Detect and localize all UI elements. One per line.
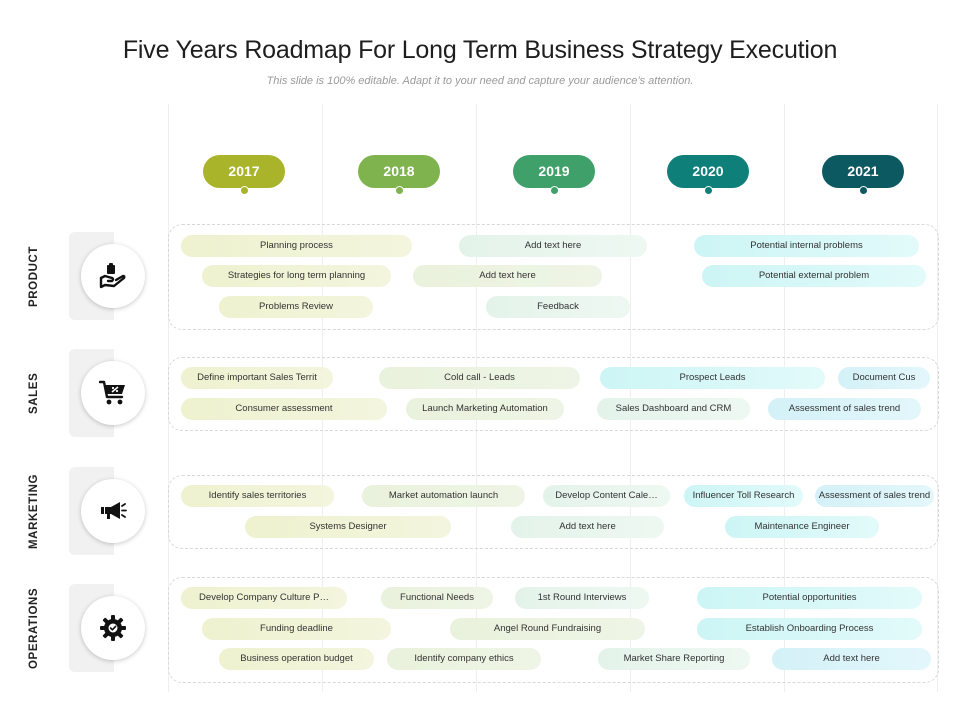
roadmap-item: Add text here [772,648,931,670]
roadmap-item: Strategies for long term planning [202,265,391,287]
roadmap-item: Potential opportunities [697,587,922,609]
roadmap-item: Business operation budget [219,648,374,670]
year-badge-2021: 2021 [822,155,904,188]
roadmap-item: 1st Round Interviews [515,587,649,609]
roadmap-item: Add text here [511,516,664,538]
roadmap-item: Launch Marketing Automation [406,398,564,420]
sales-group [168,357,939,431]
roadmap-item: Assessment of sales trend [815,485,934,507]
category-label-operations: OPERATIONS [28,587,40,669]
roadmap-item: Document Cus [838,367,930,389]
gear-icon [100,615,126,641]
roadmap-item: Identify company ethics [387,648,541,670]
page-title: Five Years Roadmap For Long Term Busines… [122,36,838,64]
operations-group [168,577,939,683]
roadmap-item: Maintenance Engineer [725,516,879,538]
roadmap-item: Add text here [459,235,647,257]
category-label-marketing: MARKETING [28,473,40,549]
year-marker-dot [859,186,868,195]
page-subtitle: This slide is 100% editable. Adapt it to… [266,75,694,87]
roadmap-item: Assessment of sales trend [768,398,921,420]
roadmap-item: Angel Round Fundraising [450,618,645,640]
marketing-group [168,475,939,549]
roadmap-item: Identify sales territories [181,485,334,507]
roadmap-item: Systems Designer [245,516,451,538]
operations-icon-circle [81,596,145,660]
roadmap-item: Problems Review [219,296,373,318]
category-label-sales: SALES [28,372,40,414]
roadmap-item: Establish Onboarding Process [697,618,922,640]
roadmap-item: Prospect Leads [600,367,825,389]
roadmap-item: Add text here [413,265,602,287]
roadmap-item: Develop Company Culture P… [181,587,347,609]
sales-icon-circle [81,361,145,425]
marketing-icon-circle [81,479,145,543]
roadmap-item: Develop Content Cale… [543,485,670,507]
year-marker-dot [240,186,249,195]
year-badge-2018: 2018 [358,155,440,188]
year-marker-dot [550,186,559,195]
product-icon-circle [81,244,145,308]
year-badge-2019: 2019 [513,155,595,188]
roadmap-item: Potential external problem [702,265,926,287]
roadmap-item: Market Share Reporting [598,648,750,670]
shopping-cart-icon [99,380,125,405]
year-badge-2020: 2020 [667,155,749,188]
roadmap-item: Define important Sales Territ [181,367,333,389]
year-badge-2017: 2017 [203,155,285,188]
year-marker-dot [395,186,404,195]
roadmap-item: Cold call - Leads [379,367,580,389]
roadmap-item: Influencer Toll Research [684,485,803,507]
roadmap-item: Sales Dashboard and CRM [597,398,750,420]
column-divider [937,104,938,692]
roadmap-item: Market automation launch [362,485,525,507]
category-label-product: PRODUCT [28,245,40,307]
product-group [168,224,939,330]
roadmap-item: Potential internal problems [694,235,919,257]
roadmap-item: Consumer assessment [181,398,387,420]
roadmap-item: Feedback [486,296,630,318]
roadmap-item: Funding deadline [202,618,391,640]
megaphone-icon [101,502,127,519]
hand-box-icon [99,263,126,289]
roadmap-item: Functional Needs [381,587,493,609]
roadmap-item: Planning process [181,235,412,257]
year-marker-dot [704,186,713,195]
